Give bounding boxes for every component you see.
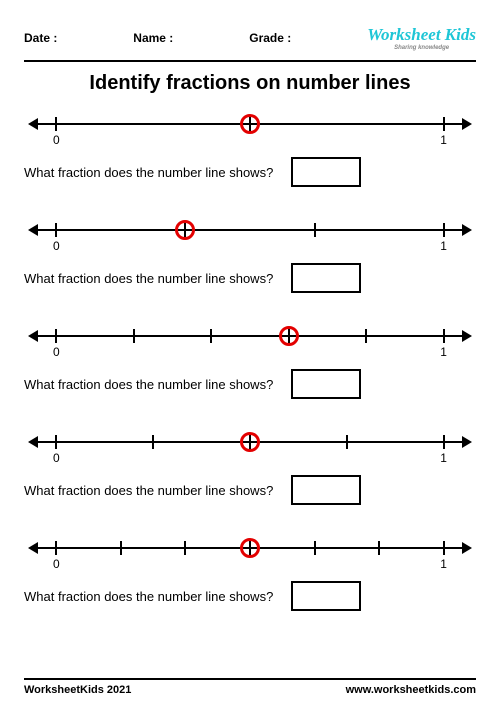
footer-left: WorksheetKids 2021: [24, 684, 131, 696]
arrow-left-icon: [28, 224, 38, 236]
problem: 01What fraction does the number line sho…: [24, 321, 476, 399]
question-text: What fraction does the number line shows…: [24, 271, 273, 286]
pencil-icon: [477, 0, 500, 2]
number-line: 01: [30, 427, 470, 457]
tick-mark: [443, 117, 445, 131]
answer-box[interactable]: [291, 263, 361, 293]
label-zero: 0: [53, 557, 60, 571]
arrow-left-icon: [28, 542, 38, 554]
arrow-left-icon: [28, 436, 38, 448]
circle-marker-icon: [240, 432, 260, 452]
label-zero: 0: [53, 451, 60, 465]
arrow-right-icon: [462, 542, 472, 554]
question-text: What fraction does the number line shows…: [24, 377, 273, 392]
tick-mark: [152, 435, 154, 449]
header-divider: [24, 60, 476, 62]
label-one: 1: [440, 239, 447, 253]
label-one: 1: [440, 345, 447, 359]
name-label: Name :: [133, 31, 173, 45]
tick-mark: [55, 117, 57, 131]
label-one: 1: [440, 133, 447, 147]
arrow-right-icon: [462, 118, 472, 130]
answer-box[interactable]: [291, 157, 361, 187]
tick-mark: [314, 541, 316, 555]
label-one: 1: [440, 451, 447, 465]
answer-box[interactable]: [291, 369, 361, 399]
question-row: What fraction does the number line shows…: [24, 369, 476, 399]
tick-mark: [133, 329, 135, 343]
date-label: Date :: [24, 31, 57, 45]
tick-mark: [210, 329, 212, 343]
question-row: What fraction does the number line shows…: [24, 263, 476, 293]
question-row: What fraction does the number line shows…: [24, 157, 476, 187]
number-line: 01: [30, 533, 470, 563]
tick-mark: [184, 541, 186, 555]
question-text: What fraction does the number line shows…: [24, 483, 273, 498]
label-zero: 0: [53, 345, 60, 359]
tick-mark: [443, 223, 445, 237]
number-line: 01: [30, 109, 470, 139]
problem: 01What fraction does the number line sho…: [24, 215, 476, 293]
arrow-left-icon: [28, 118, 38, 130]
arrow-right-icon: [462, 330, 472, 342]
tick-mark: [346, 435, 348, 449]
problem: 01What fraction does the number line sho…: [24, 533, 476, 611]
number-line: 01: [30, 321, 470, 351]
question-row: What fraction does the number line shows…: [24, 581, 476, 611]
circle-marker-icon: [240, 538, 260, 558]
question-row: What fraction does the number line shows…: [24, 475, 476, 505]
circle-marker-icon: [279, 326, 299, 346]
circle-marker-icon: [175, 220, 195, 240]
tick-mark: [443, 329, 445, 343]
tick-mark: [443, 435, 445, 449]
tick-mark: [443, 541, 445, 555]
tick-mark: [55, 329, 57, 343]
problem: 01What fraction does the number line sho…: [24, 427, 476, 505]
axis-line: [30, 229, 470, 231]
label-one: 1: [440, 557, 447, 571]
label-zero: 0: [53, 133, 60, 147]
footer-right: www.worksheetkids.com: [346, 684, 476, 696]
page-title: Identify fractions on number lines: [24, 72, 476, 95]
logo-text: Worksheet Kids: [367, 25, 476, 45]
tick-mark: [55, 435, 57, 449]
arrow-right-icon: [462, 436, 472, 448]
tick-mark: [314, 223, 316, 237]
footer: WorksheetKids 2021 www.worksheetkids.com: [24, 678, 476, 696]
tick-mark: [55, 541, 57, 555]
label-zero: 0: [53, 239, 60, 253]
question-text: What fraction does the number line shows…: [24, 589, 273, 604]
tick-mark: [55, 223, 57, 237]
header-row: Date : Name : Grade : Worksheet Kids Sha…: [24, 18, 476, 58]
grade-label: Grade :: [249, 31, 291, 45]
arrow-right-icon: [462, 224, 472, 236]
circle-marker-icon: [240, 114, 260, 134]
footer-divider: [24, 678, 476, 680]
question-text: What fraction does the number line shows…: [24, 165, 273, 180]
logo-subtext: Sharing knowledge: [394, 45, 449, 51]
answer-box[interactable]: [291, 581, 361, 611]
tick-mark: [365, 329, 367, 343]
arrow-left-icon: [28, 330, 38, 342]
axis-line: [30, 335, 470, 337]
tick-mark: [378, 541, 380, 555]
answer-box[interactable]: [291, 475, 361, 505]
number-line: 01: [30, 215, 470, 245]
logo: Worksheet Kids Sharing knowledge: [367, 25, 476, 51]
problem: 01What fraction does the number line sho…: [24, 109, 476, 187]
tick-mark: [120, 541, 122, 555]
